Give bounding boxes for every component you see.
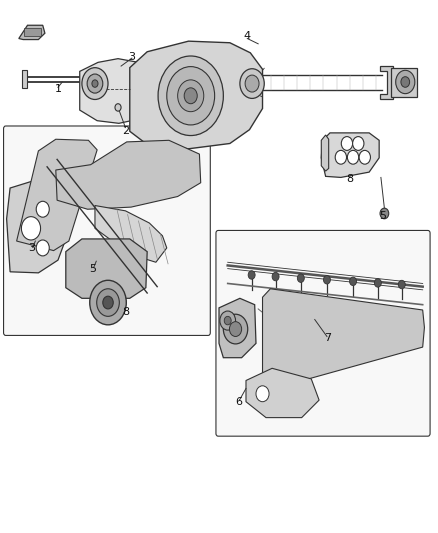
- Circle shape: [220, 311, 236, 330]
- Circle shape: [380, 208, 389, 219]
- Circle shape: [353, 136, 364, 150]
- Circle shape: [158, 56, 223, 135]
- Polygon shape: [19, 25, 45, 39]
- Circle shape: [347, 150, 359, 164]
- Polygon shape: [7, 181, 66, 273]
- Circle shape: [323, 276, 330, 284]
- Circle shape: [350, 277, 357, 286]
- Circle shape: [297, 274, 304, 282]
- Circle shape: [398, 280, 405, 289]
- Polygon shape: [80, 59, 147, 123]
- Polygon shape: [321, 135, 328, 171]
- Circle shape: [92, 80, 98, 87]
- Text: 1: 1: [54, 84, 61, 94]
- Polygon shape: [17, 139, 97, 251]
- Text: 5: 5: [379, 211, 386, 221]
- Circle shape: [240, 69, 264, 99]
- Text: 7: 7: [324, 333, 332, 343]
- Circle shape: [359, 150, 371, 164]
- Polygon shape: [66, 239, 147, 298]
- Circle shape: [224, 317, 231, 325]
- Circle shape: [21, 216, 41, 240]
- Circle shape: [82, 68, 108, 100]
- Circle shape: [374, 279, 381, 287]
- Circle shape: [87, 74, 103, 93]
- Circle shape: [178, 80, 204, 112]
- Text: 8: 8: [346, 174, 353, 184]
- Circle shape: [401, 77, 410, 87]
- Polygon shape: [321, 133, 379, 177]
- Circle shape: [167, 67, 215, 125]
- Circle shape: [97, 289, 119, 317]
- Text: 5: 5: [89, 264, 96, 274]
- Bar: [391, 68, 417, 97]
- Circle shape: [36, 201, 49, 217]
- Circle shape: [90, 280, 126, 325]
- Circle shape: [36, 240, 49, 256]
- Bar: [22, 70, 27, 88]
- Circle shape: [335, 150, 346, 164]
- FancyBboxPatch shape: [4, 126, 210, 335]
- Circle shape: [230, 321, 242, 336]
- Polygon shape: [130, 41, 262, 149]
- Circle shape: [256, 386, 269, 402]
- Circle shape: [115, 104, 121, 111]
- Text: 3: 3: [128, 52, 135, 62]
- Circle shape: [184, 88, 197, 104]
- Polygon shape: [56, 140, 201, 209]
- FancyBboxPatch shape: [216, 230, 430, 436]
- Circle shape: [223, 314, 248, 344]
- Text: 2: 2: [122, 126, 129, 136]
- Circle shape: [396, 70, 415, 94]
- Polygon shape: [380, 66, 393, 99]
- Circle shape: [103, 296, 113, 309]
- Circle shape: [248, 271, 255, 279]
- Circle shape: [341, 136, 353, 150]
- Bar: [24, 28, 41, 36]
- Polygon shape: [219, 298, 256, 358]
- Text: 6: 6: [235, 397, 242, 407]
- Polygon shape: [95, 206, 167, 262]
- Text: 3: 3: [28, 243, 35, 253]
- Polygon shape: [262, 289, 424, 390]
- Text: 4: 4: [244, 31, 251, 41]
- Circle shape: [245, 75, 259, 92]
- Text: 8: 8: [122, 306, 129, 317]
- Circle shape: [272, 272, 279, 281]
- Polygon shape: [246, 368, 319, 418]
